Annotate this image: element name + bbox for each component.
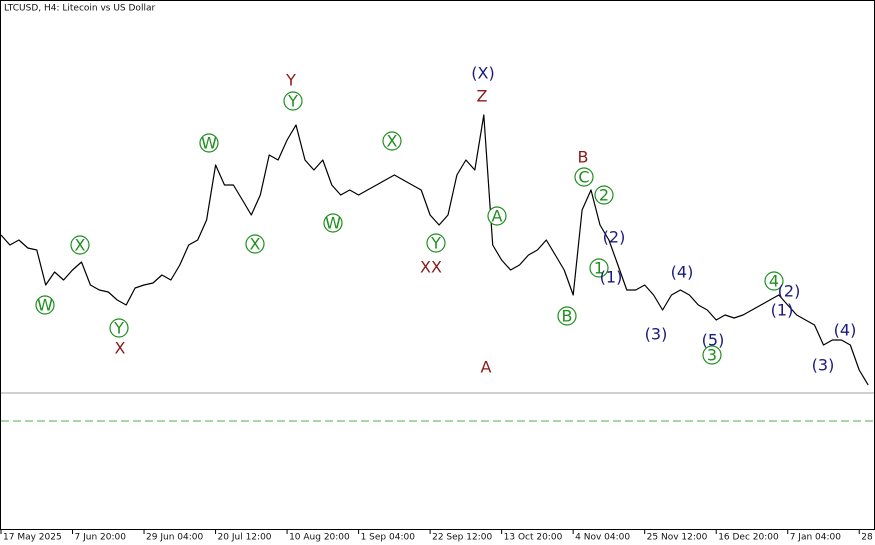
wave-label: (4) bbox=[671, 263, 694, 282]
wave-circle bbox=[35, 295, 55, 315]
x-tick-label: 10 Aug 20:00 bbox=[289, 533, 350, 543]
wave-label: Y bbox=[426, 233, 446, 253]
wave-text: (3) bbox=[812, 356, 835, 375]
wave-label: (X) bbox=[471, 64, 494, 83]
wave-circle bbox=[574, 167, 594, 187]
wave-text: (5) bbox=[702, 331, 725, 350]
wave-text: C bbox=[578, 168, 589, 187]
wave-label: (1) bbox=[771, 301, 794, 320]
wave-label: C bbox=[574, 167, 594, 187]
x-tick-label: 7 Jan 04:00 bbox=[790, 533, 842, 543]
x-tick-label: 20 Jul 12:00 bbox=[218, 533, 272, 543]
wave-label: Y bbox=[285, 71, 296, 90]
wave-text: (1) bbox=[600, 268, 623, 287]
wave-circle bbox=[426, 233, 446, 253]
wave-text: B bbox=[562, 307, 573, 326]
wave-label: X bbox=[115, 339, 126, 358]
wave-text: X bbox=[250, 235, 261, 254]
wave-circle bbox=[199, 133, 219, 153]
wave-text: 3 bbox=[707, 346, 717, 365]
x-tick-label: 4 Nov 04:00 bbox=[575, 533, 630, 543]
wave-text: (X) bbox=[471, 64, 494, 83]
wave-label: (3) bbox=[812, 356, 835, 375]
wave-text: Z bbox=[477, 87, 488, 106]
wave-label: B bbox=[578, 148, 589, 167]
wave-text: Y bbox=[430, 234, 441, 253]
wave-label: W bbox=[199, 133, 219, 153]
wave-text: (1) bbox=[771, 301, 794, 320]
wave-text: W bbox=[37, 296, 53, 315]
wave-label: X bbox=[70, 235, 90, 255]
wave-label: (2) bbox=[603, 228, 626, 247]
x-tick-label: 17 May 2025 bbox=[3, 533, 62, 543]
wave-text: 1 bbox=[594, 259, 604, 278]
wave-circle bbox=[283, 91, 303, 111]
wave-label: A bbox=[481, 358, 492, 377]
wave-text: B bbox=[578, 148, 589, 167]
wave-text: 2 bbox=[599, 186, 609, 205]
x-tick-label: 22 Sep 12:00 bbox=[432, 533, 492, 543]
wave-label: B bbox=[557, 306, 577, 326]
wave-circle bbox=[764, 271, 784, 291]
wave-circle bbox=[589, 258, 609, 278]
chart-title: LTCUSD, H4: Litecoin vs US Dollar bbox=[4, 4, 155, 14]
wave-label: (5) bbox=[702, 331, 725, 350]
x-tick-label: 7 Jun 20:00 bbox=[75, 533, 127, 543]
wave-text: (2) bbox=[603, 228, 626, 247]
wave-text: A bbox=[492, 207, 503, 226]
wave-text: X bbox=[115, 339, 126, 358]
wave-text: (4) bbox=[834, 321, 857, 340]
wave-text: (4) bbox=[671, 263, 694, 282]
x-tick-label: 16 Dec 20:00 bbox=[718, 533, 779, 543]
x-tick-label: 29 Jun 04:00 bbox=[146, 533, 203, 543]
wave-label: 2 bbox=[594, 185, 614, 205]
wave-label: 4 bbox=[764, 271, 784, 291]
wave-text: W bbox=[201, 134, 217, 153]
wave-text: X bbox=[75, 236, 86, 255]
wave-label: W bbox=[35, 295, 55, 315]
wave-label: W bbox=[323, 213, 343, 233]
wave-label: (4) bbox=[834, 321, 857, 340]
wave-text: X bbox=[387, 132, 398, 151]
wave-circle bbox=[323, 213, 343, 233]
wave-circle bbox=[382, 131, 402, 151]
wave-circle bbox=[594, 185, 614, 205]
wave-label: XX bbox=[420, 258, 442, 277]
wave-text: W bbox=[325, 214, 341, 233]
x-tick-label: 13 Oct 20:00 bbox=[504, 533, 563, 543]
wave-label: 3 bbox=[702, 345, 722, 365]
wave-text: A bbox=[481, 358, 492, 377]
wave-circle bbox=[557, 306, 577, 326]
wave-circle bbox=[702, 345, 722, 365]
wave-label: (2) bbox=[778, 282, 801, 301]
wave-label: A bbox=[487, 206, 507, 226]
x-tick-label: 25 Nov 12:00 bbox=[647, 533, 708, 543]
wave-label: Y bbox=[109, 318, 129, 338]
plot-frame bbox=[0, 0, 875, 530]
wave-circle bbox=[70, 235, 90, 255]
price-line bbox=[0, 114, 869, 386]
wave-label: 1 bbox=[589, 258, 609, 278]
wave-text: Y bbox=[285, 71, 296, 90]
wave-circle bbox=[245, 234, 265, 254]
wave-text: (3) bbox=[645, 325, 668, 344]
x-tick-label: 1 Sep 04:00 bbox=[361, 533, 416, 543]
wave-label: (1) bbox=[600, 268, 623, 287]
wave-text: XX bbox=[420, 258, 442, 277]
wave-text: Y bbox=[287, 92, 298, 111]
wave-label: Z bbox=[477, 87, 488, 106]
wave-circle bbox=[487, 206, 507, 226]
wave-text: Y bbox=[113, 319, 124, 338]
wave-circle bbox=[109, 318, 129, 338]
wave-text: 4 bbox=[769, 272, 779, 291]
wave-label: Y bbox=[283, 91, 303, 111]
wave-label: (3) bbox=[645, 325, 668, 344]
wave-text: (2) bbox=[778, 282, 801, 301]
x-tick-label: 28 Jan bbox=[861, 533, 875, 543]
wave-label: X bbox=[245, 234, 265, 254]
wave-label: X bbox=[382, 131, 402, 151]
